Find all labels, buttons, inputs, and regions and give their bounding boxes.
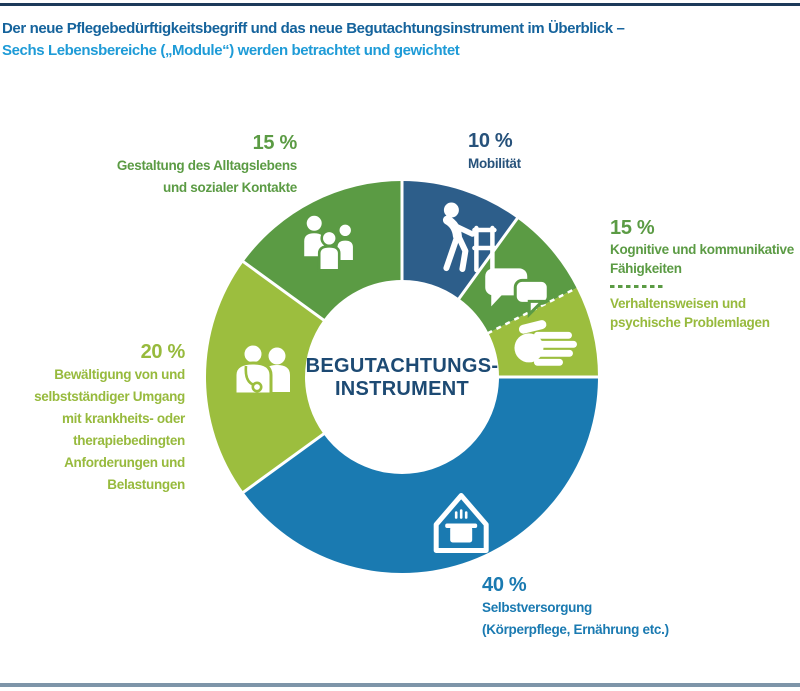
label-bewaeltigung: 20 % Bewältigung von und selbstständiger…: [34, 341, 185, 496]
label-line: mit krankheits- oder: [61, 411, 185, 426]
doctor-patient-icon: [233, 342, 290, 396]
label-line: selbstständiger Umgang: [34, 389, 185, 404]
label-line: Mobilität: [468, 156, 521, 171]
house-pot-icon: [433, 492, 489, 553]
donut-center-label: BEGUTACHTUNGS- INSTRUMENT: [292, 355, 512, 401]
percent-mobilitaet: 10 %: [468, 130, 513, 152]
label-line: Anforderungen und: [64, 455, 185, 470]
percent-bewaeltigung: 20 %: [140, 341, 186, 363]
page-title: Der neue Pflegebedürftigkeitsbegriff und…: [2, 18, 625, 62]
label-alltag: 15 % Gestaltung des Alltagslebens und so…: [117, 132, 297, 199]
label-line: (Körperpflege, Ernährung etc.): [482, 622, 669, 637]
walker-icon: [442, 202, 497, 273]
donut-svg: [206, 180, 599, 573]
percent-kognitiv: 15 %: [610, 217, 655, 239]
donut-chart: [190, 165, 614, 589]
top-rule: [0, 3, 800, 6]
hand-icon: [514, 320, 577, 366]
bottom-rule: [0, 683, 800, 687]
center-label-line2: INSTRUMENT: [334, 378, 470, 400]
label-line: Fähigkeiten: [610, 261, 682, 276]
speech-bubbles-icon: [485, 268, 550, 318]
label-line: Verhaltensweisen und: [610, 296, 746, 311]
percent-selbstversorgung: 40 %: [482, 574, 527, 596]
segment-divider: [241, 432, 326, 495]
label-kognitiv: 15 % Kognitive und kommunikative Fähigke…: [610, 217, 794, 332]
people-group-icon: [304, 215, 356, 272]
page-title-line2: Sechs Lebensbereiche („Module“) werden b…: [2, 42, 460, 59]
segment-selbstversorgung: [243, 377, 598, 573]
label-line: Belastungen: [107, 477, 185, 492]
label-line: und sozialer Kontakte: [163, 180, 297, 195]
percent-alltag: 15 %: [252, 132, 298, 154]
center-label-line1: BEGUTACHTUNGS-: [305, 355, 499, 377]
label-mobilitaet: 10 % Mobilität: [468, 130, 521, 175]
label-line: Bewältigung von und: [54, 367, 185, 382]
label-line: Kognitive und kommunikative: [610, 242, 794, 257]
label-line: Gestaltung des Alltagslebens: [116, 158, 297, 173]
label-selbstversorgung: 40 % Selbstversorgung (Körperpflege, Ern…: [482, 574, 669, 641]
segment-divider: [241, 259, 326, 322]
page-title-line1: Der neue Pflegebedürftigkeitsbegriff und…: [2, 20, 625, 37]
label-line: psychische Problemlagen: [610, 315, 770, 330]
dashed-separator: [610, 285, 664, 288]
label-line: Selbstversorgung: [482, 600, 592, 615]
segment-divider: [457, 216, 520, 301]
label-line: therapiebedingten: [73, 433, 185, 448]
